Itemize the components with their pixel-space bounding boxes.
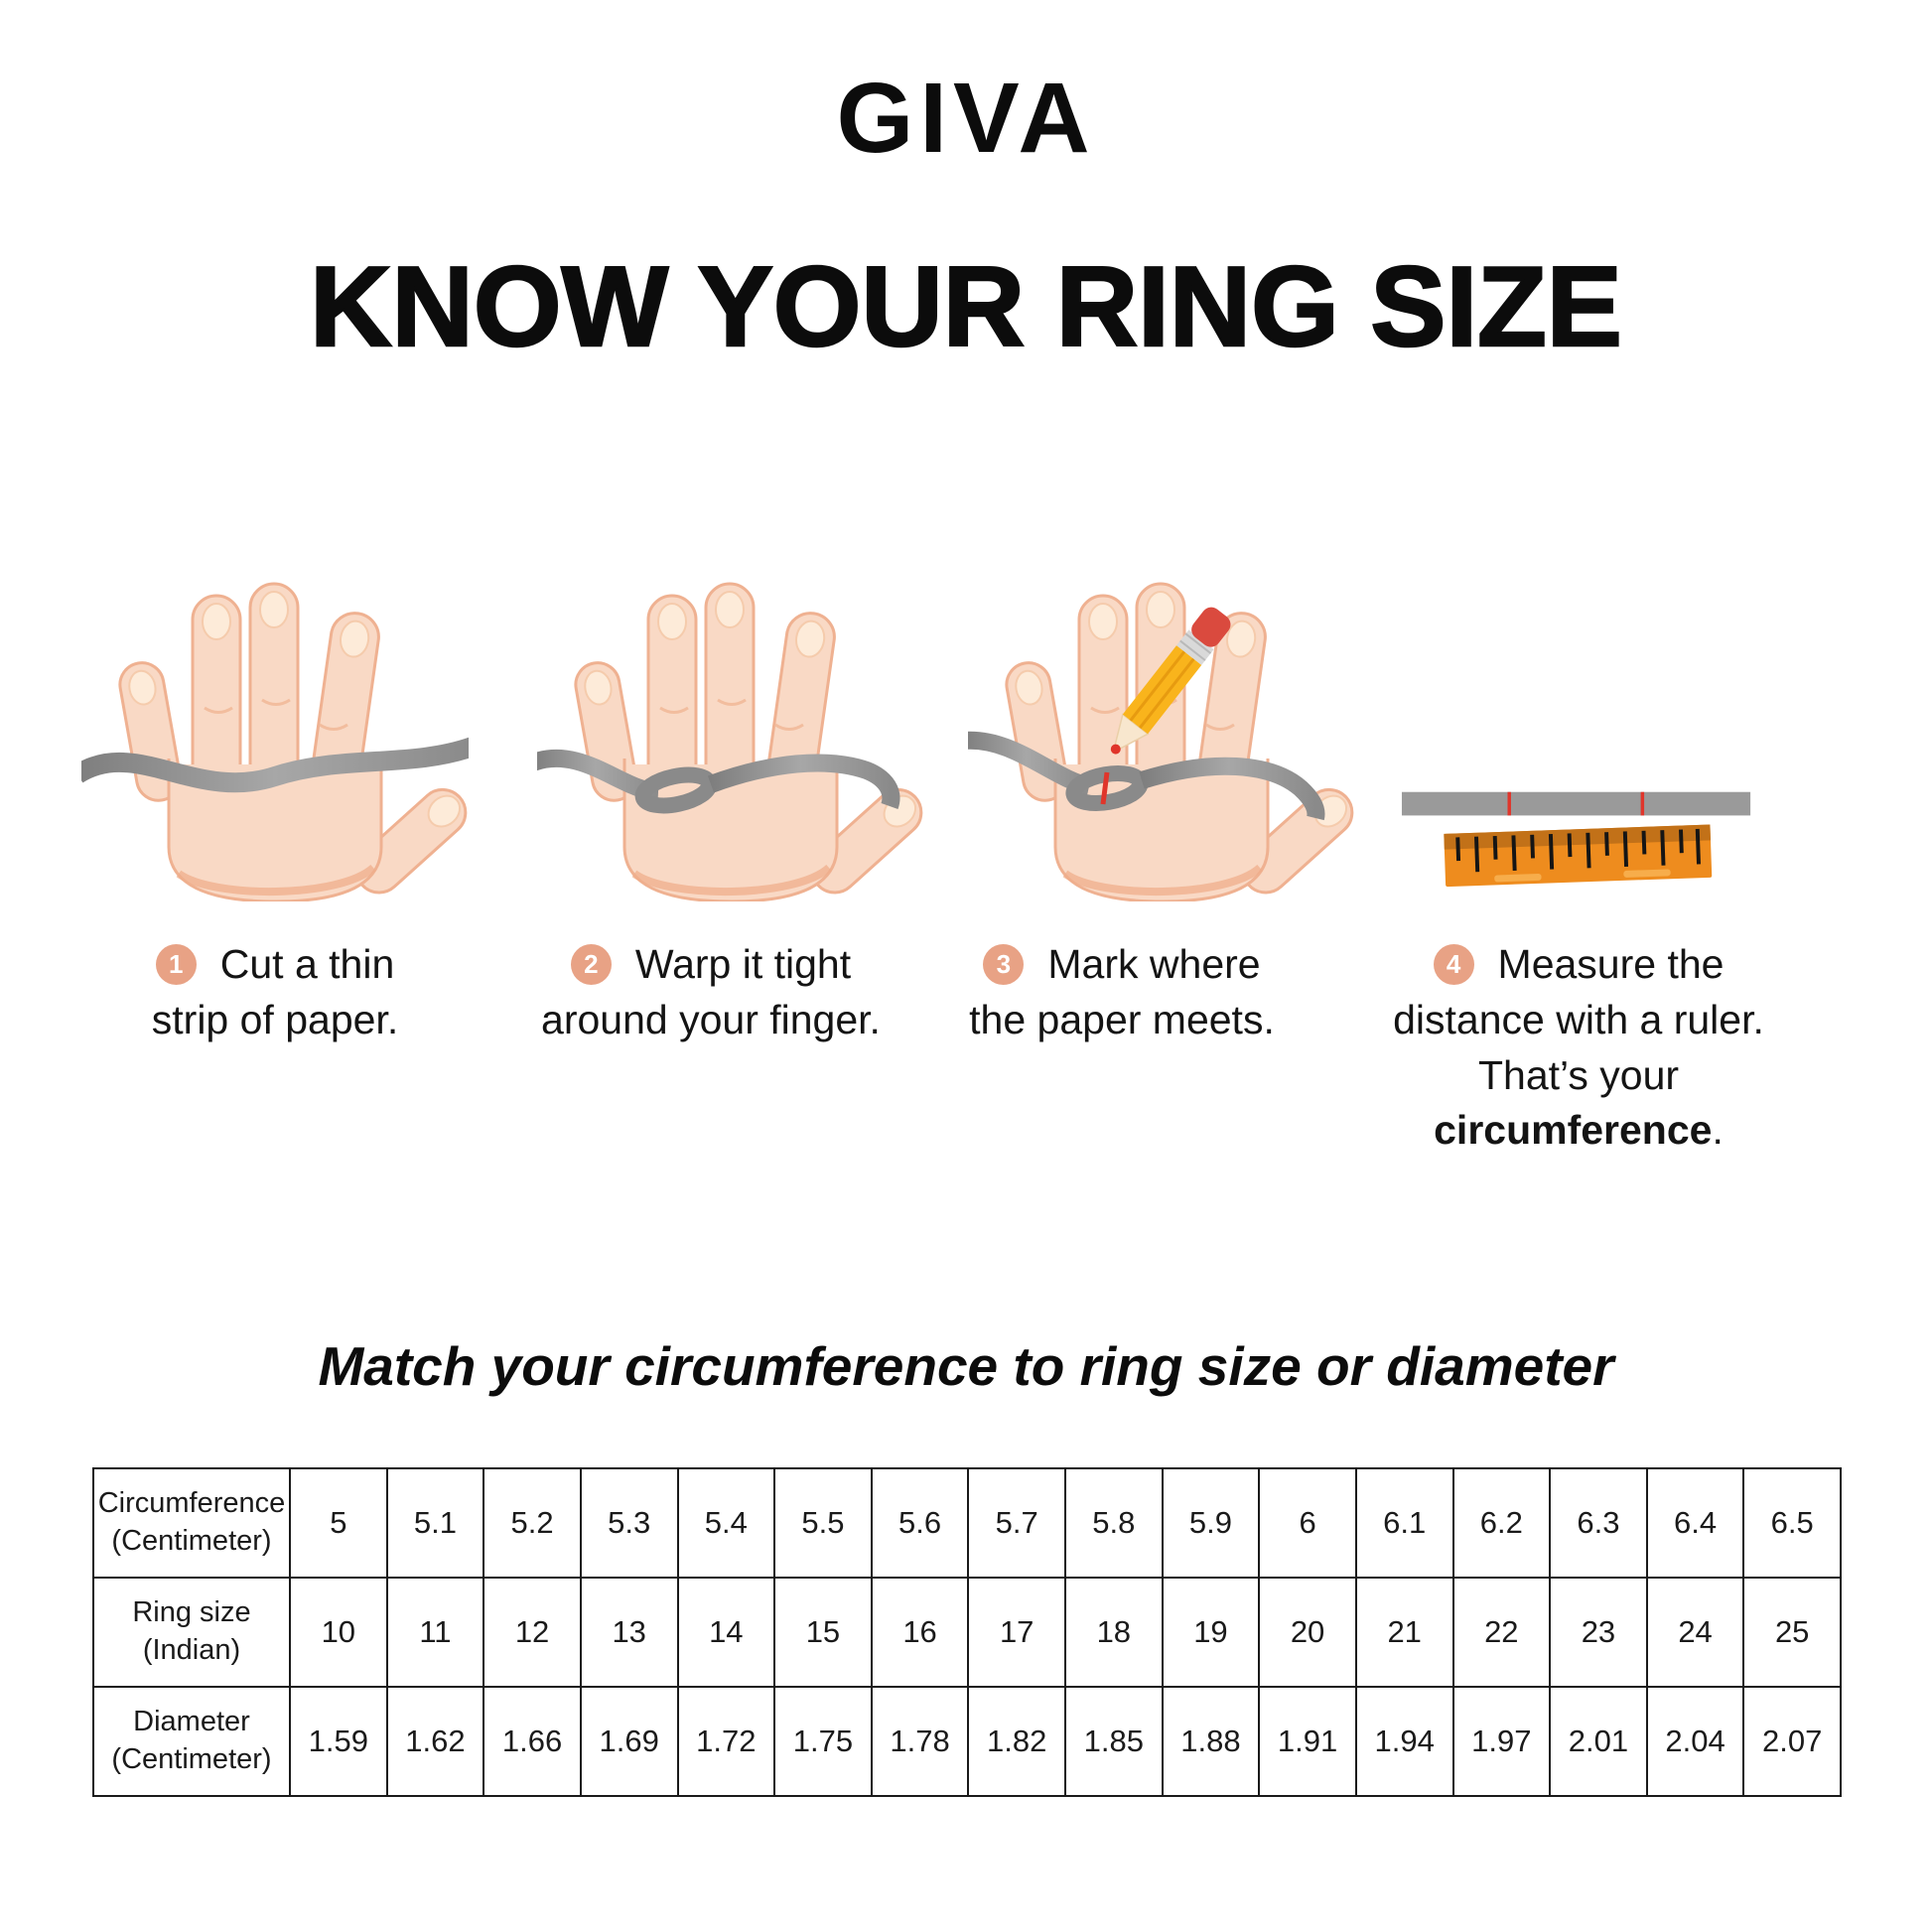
pencil-icon	[1110, 607, 1231, 755]
table-cell: 1.72	[676, 1686, 776, 1797]
table-cell: 1.88	[1161, 1686, 1261, 1797]
hand-strip-marked-pencil-icon	[968, 554, 1355, 901]
table-cell: 1.62	[385, 1686, 485, 1797]
table-cell: 21	[1354, 1577, 1454, 1688]
table-cell: 1.97	[1451, 1686, 1552, 1797]
table-cell: 23	[1549, 1577, 1648, 1688]
step-1-caption: 1 Cut a thin strip of paper.	[62, 937, 488, 1048]
step-1-text-line2: strip of paper.	[151, 996, 399, 1042]
step-4: 4 Measure the distance with a ruler. Tha…	[1330, 544, 1827, 1159]
table-cell: 10	[289, 1577, 388, 1688]
table-cell: 5.4	[676, 1467, 776, 1579]
table-row-header: Circumference (Centimeter)	[92, 1467, 291, 1579]
table-cell: 5.5	[773, 1467, 873, 1579]
step-3-text-line1: Mark where	[1047, 941, 1261, 987]
table-cell: 5	[289, 1467, 388, 1579]
ring-size-table: Circumference (Centimeter) 5 5.1 5.2 5.3 5.4 5.…	[92, 1467, 1842, 1797]
step-4-caption: 4 Measure the distance with a ruler. Tha…	[1330, 937, 1827, 1159]
page-title: KNOW YOUR RING SIZE	[309, 243, 1623, 372]
table-cell: 16	[870, 1577, 970, 1688]
table-cell: 25	[1742, 1577, 1842, 1688]
step-1-text-line1: Cut a thin	[219, 941, 395, 987]
step-number-badge: 3	[983, 944, 1025, 986]
step-3-illustration	[913, 544, 1330, 901]
table-cell: 5.7	[967, 1467, 1066, 1579]
step-4-text-line2: distance with a ruler.	[1393, 996, 1764, 1042]
table-cell: 12	[483, 1577, 582, 1688]
table-cell: 6.4	[1645, 1467, 1745, 1579]
table-cell: 14	[676, 1577, 776, 1688]
table-cell: 2.01	[1549, 1686, 1648, 1797]
size-table-body: Circumference (Centimeter) 5 5.1 5.2 5.3 5.4 5.…	[92, 1467, 1842, 1797]
hand-with-paper-strip-icon	[81, 554, 469, 901]
table-cell: 6.3	[1549, 1467, 1648, 1579]
step-1-illustration	[62, 544, 488, 901]
step-3-text-line2: the paper meets.	[969, 996, 1275, 1042]
table-cell: 24	[1645, 1577, 1745, 1688]
table-cell: 1.66	[483, 1686, 582, 1797]
step-2-text-line2: around your finger.	[541, 996, 881, 1042]
table-cell: 19	[1161, 1577, 1261, 1688]
table-cell: 1.94	[1354, 1686, 1454, 1797]
table-cell: 20	[1258, 1577, 1357, 1688]
step-number-badge: 2	[570, 944, 612, 986]
table-cell: 1.78	[870, 1686, 970, 1797]
step-2-text-line1: Warp it tight	[634, 941, 852, 987]
table-cell: 2.04	[1645, 1686, 1745, 1797]
step-4-text-line1: Measure the	[1497, 941, 1725, 987]
hand-strip-wrapped-icon	[537, 554, 924, 901]
table-row: Ring size (Indian) 10 11 12 13 14 15 16 17 18 19 20 2…	[92, 1577, 1842, 1688]
step-2-illustration	[492, 544, 929, 901]
table-cell: 1.59	[289, 1686, 388, 1797]
table-cell: 5.9	[1161, 1467, 1261, 1579]
step-3-caption: 3 Mark where the paper meets.	[913, 937, 1330, 1048]
circumference-bold: circumference	[1434, 1107, 1713, 1154]
table-cell: 15	[773, 1577, 873, 1688]
step-4-illustration	[1330, 544, 1827, 901]
table-cell: 5.1	[385, 1467, 485, 1579]
table-cell: 18	[1064, 1577, 1164, 1688]
step-2-caption: 2 Warp it tight around your finger.	[492, 937, 929, 1048]
table-row: Circumference (Centimeter) 5 5.1 5.2 5.3 5.4 5.…	[92, 1467, 1842, 1579]
table-cell: 1.69	[579, 1686, 679, 1797]
table-cell: 17	[967, 1577, 1066, 1688]
table-cell: 13	[579, 1577, 679, 1688]
table-cell: 5.2	[483, 1467, 582, 1579]
table-row-header: Ring size (Indian)	[92, 1577, 291, 1688]
step-number-badge: 4	[1433, 944, 1474, 986]
table-cell: 2.07	[1742, 1686, 1842, 1797]
table-cell: 6.2	[1451, 1467, 1552, 1579]
table-cell: 6	[1258, 1467, 1357, 1579]
step-3: 3 Mark where the paper meets.	[913, 544, 1330, 1048]
table-cell: 6.5	[1742, 1467, 1842, 1579]
table-cell: 1.75	[773, 1686, 873, 1797]
table-cell: 5.8	[1064, 1467, 1164, 1579]
table-cell: 11	[385, 1577, 485, 1688]
table-row-header: Diameter (Centimeter)	[92, 1686, 291, 1797]
table-cell: 1.85	[1064, 1686, 1164, 1797]
table-cell: 6.1	[1354, 1467, 1454, 1579]
step-1: 1 Cut a thin strip of paper.	[62, 544, 488, 1048]
table-cell: 1.91	[1258, 1686, 1357, 1797]
table-cell: 1.82	[967, 1686, 1066, 1797]
table-cell: 5.6	[870, 1467, 970, 1579]
table-title: Match your circumference to ring size or…	[318, 1335, 1614, 1397]
table-cell: 22	[1451, 1577, 1552, 1688]
table-cell: 5.3	[579, 1467, 679, 1579]
brand-logo: GIVA	[836, 63, 1096, 174]
step-number-badge: 1	[155, 944, 197, 986]
step-2: 2 Warp it tight around your finger.	[492, 544, 929, 1048]
paper-strip-and-ruler-icon	[1401, 791, 1751, 888]
table-row: Diameter (Centimeter) 1.59 1.62 1.66 1.69 1.72…	[92, 1686, 1842, 1797]
step-4-text-line3: That’s your circumference.	[1434, 1051, 1724, 1154]
